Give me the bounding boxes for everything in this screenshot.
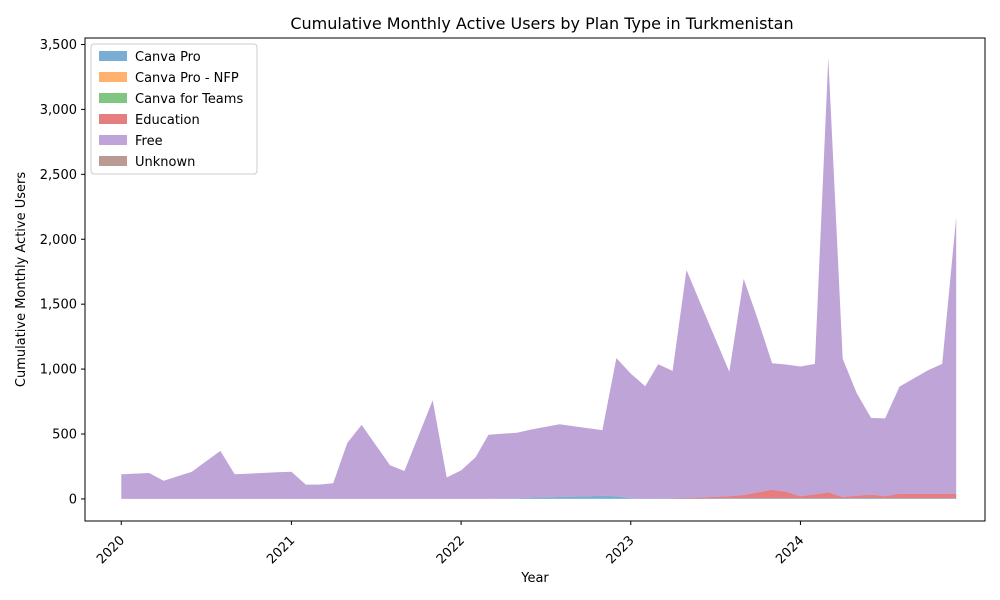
legend-label: Canva Pro (135, 50, 201, 65)
y-tick-label: 3,000 (40, 103, 77, 118)
y-tick-label: 2,500 (40, 168, 77, 183)
legend-label: Free (135, 134, 163, 149)
legend-swatch (99, 114, 127, 124)
y-tick-label: 3,500 (40, 38, 77, 53)
area-series-education (121, 489, 957, 499)
plot-frame (84, 37, 986, 522)
y-tick-label: 500 (52, 428, 77, 443)
legend-swatch (99, 51, 127, 61)
x-axis-label: Year (520, 571, 549, 586)
area-layer (121, 57, 957, 499)
legend-swatch (99, 93, 127, 103)
area-series-canva-pro (121, 495, 957, 499)
legend: Canva Pro Canva Pro - NFP Canva for Teams E… (90, 43, 258, 175)
legend-label: Canva for Teams (135, 92, 243, 107)
legend-label: Education (135, 113, 200, 128)
y-tick-label: 0 (69, 492, 77, 507)
area-series-free (121, 57, 957, 499)
chart-title: Cumulative Monthly Active Users by Plan … (290, 14, 793, 33)
legend-swatch (99, 135, 127, 145)
legend-label: Canva Pro - NFP (135, 71, 239, 86)
y-tick-label: 2,000 (40, 233, 77, 248)
y-tick-label: 1,000 (40, 363, 77, 378)
legend-swatch (99, 72, 127, 82)
legend-label: Unknown (135, 155, 195, 170)
legend-box (90, 43, 258, 175)
legend-swatch (99, 156, 127, 166)
y-axis-label: Cumulative Monthly Active Users (14, 172, 29, 387)
y-tick-label: 1,500 (40, 298, 77, 313)
